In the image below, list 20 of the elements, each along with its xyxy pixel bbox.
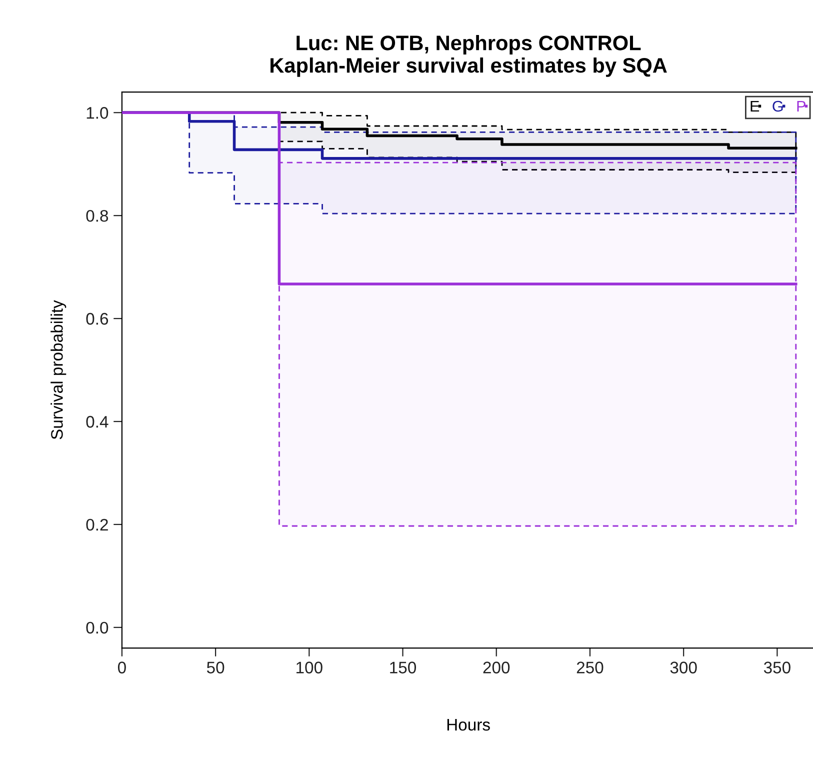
x-tick-label: 200 xyxy=(483,662,510,674)
x-axis-title: Hours xyxy=(447,719,490,731)
legend-label: G xyxy=(772,100,783,112)
x-tick-label: 350 xyxy=(764,662,790,674)
x-tick-label: 150 xyxy=(390,662,416,674)
y-tick-label: 0.8 xyxy=(86,210,108,222)
x-tick-label: 100 xyxy=(296,662,322,674)
y-tick-label: 0.4 xyxy=(86,416,108,428)
y-tick-label: 0.2 xyxy=(86,518,108,531)
x-tick-label: 50 xyxy=(206,662,224,674)
y-tick-label: 0.0 xyxy=(86,622,108,634)
y-tick-label: 0.6 xyxy=(86,312,108,325)
y-axis-title: Survival probability xyxy=(50,300,66,440)
legend-label: E xyxy=(750,100,760,112)
chart-title: Luc: NE OTB, Nephrops CONTROL Kaplan-Meier survival estimates by SQA xyxy=(270,35,667,77)
x-tick-label: 300 xyxy=(670,662,697,674)
y-tick-label: 1.0 xyxy=(86,107,108,119)
legend-label: P xyxy=(797,100,806,112)
x-tick-label: 0 xyxy=(118,662,126,674)
x-tick-label: 250 xyxy=(576,662,604,674)
